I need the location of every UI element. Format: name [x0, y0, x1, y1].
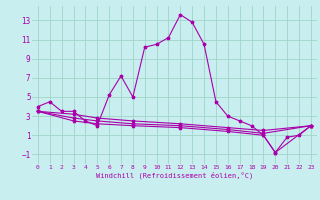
X-axis label: Windchill (Refroidissement éolien,°C): Windchill (Refroidissement éolien,°C)	[96, 171, 253, 179]
